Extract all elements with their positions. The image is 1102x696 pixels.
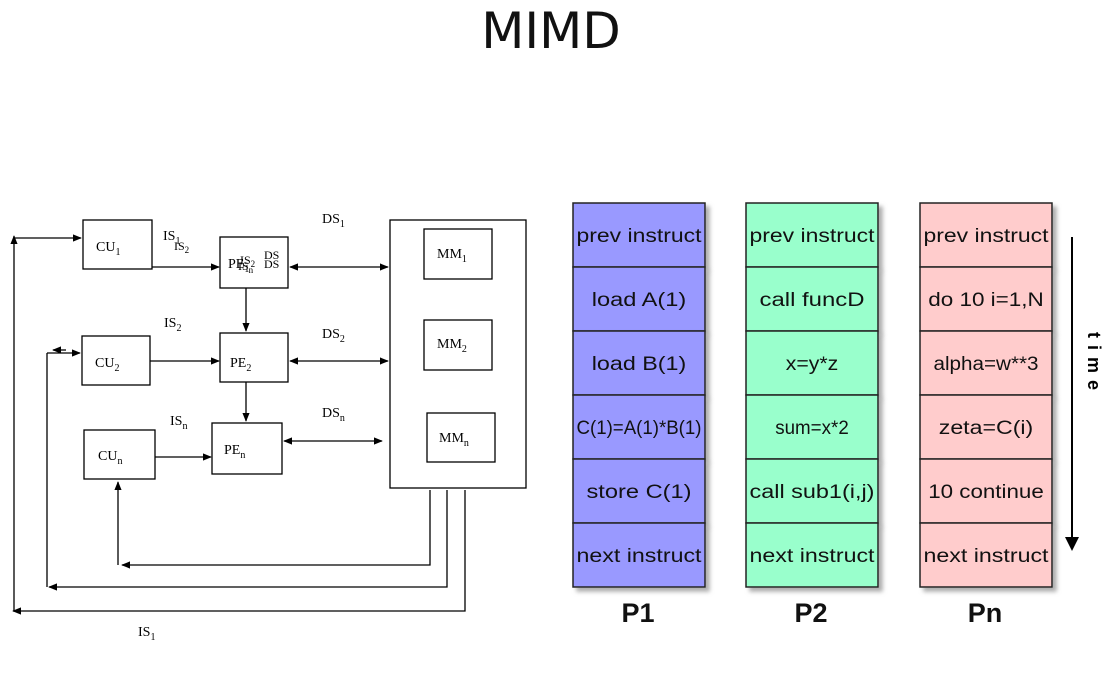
instruction-cell (745, 266, 879, 332)
instruction-text: next instruct (924, 546, 1050, 567)
mm2-label: MM2 (437, 337, 467, 355)
processor-column-p2: prev instruct call funcD x=y*z sum=x*2 call … (745, 202, 879, 588)
instruction-text: load A(1) (592, 290, 687, 311)
pe2-label: PE2 (230, 356, 251, 374)
mm1-box (423, 228, 493, 280)
instruction-text: prev instruct (750, 226, 876, 247)
instruction-text: C(1)=A(1)*B(1) (577, 418, 702, 439)
pe2-box (219, 332, 289, 383)
instruction-text: 10 continue (928, 482, 1044, 503)
instruction-cell (919, 394, 1053, 460)
pe1-overlap-is: IS2 (240, 253, 255, 269)
instruction-cell (919, 522, 1053, 588)
instruction-cell (745, 202, 879, 268)
instruction-text: zeta=C(i) (939, 418, 1034, 439)
pe1-label: PE1 (228, 257, 249, 275)
ds2-label: DS2 (322, 327, 345, 345)
ds1-label: DS1 (322, 212, 345, 230)
instruction-text: next instruct (577, 546, 703, 567)
cun-label: CUn (98, 449, 122, 467)
instruction-text: prev instruct (924, 226, 1050, 247)
processor-column-pn: prev instruct do 10 i=1,N alpha=w**3 zeta=C… (919, 202, 1053, 588)
instruction-cell (745, 394, 879, 460)
pen-box (211, 422, 283, 475)
instruction-text: sum=x*2 (775, 418, 849, 439)
cu2-label: CU2 (95, 356, 119, 374)
instruction-cell (745, 458, 879, 524)
instruction-cell (919, 202, 1053, 268)
dsn-label: DSn (322, 406, 345, 424)
instruction-text: prev instruct (577, 226, 703, 247)
instruction-text: alpha=w**3 (934, 354, 1039, 375)
processor-column-p1: prev instruct load A(1) load B(1) C(1)=A(1)… (572, 202, 706, 588)
instruction-text: next instruct (750, 546, 876, 567)
pe1-box (219, 236, 289, 289)
is2-overlap-label: IS2 (174, 239, 189, 255)
column-label-p2: P2 (794, 598, 828, 628)
cu1-box (82, 219, 153, 270)
processor-columns: prev instruct load A(1) load B(1) C(1)=A(1)… (572, 202, 1079, 588)
instruction-cell (745, 522, 879, 588)
instruction-cell (919, 458, 1053, 524)
instruction-text: call funcD (760, 290, 865, 311)
instruction-cell (572, 266, 706, 332)
column-label-p1: P1 (621, 598, 655, 628)
instruction-text: call sub1(i,j) (750, 482, 875, 503)
isn-label: ISn (170, 414, 187, 432)
pe1-overlap-ds: DS (264, 248, 279, 262)
pe1-overlap-ds2: DS (264, 257, 279, 271)
instruction-cell (572, 330, 706, 396)
mm2-box (423, 319, 493, 371)
cu2-box (81, 335, 151, 386)
instruction-cell (572, 394, 706, 460)
cu1-label: CU1 (96, 240, 120, 258)
is2-label: IS2 (164, 316, 181, 334)
is1-label: IS1 (163, 229, 180, 247)
instruction-text: store C(1) (587, 482, 692, 503)
instruction-text: x=y*z (786, 354, 839, 375)
instruction-cell (572, 202, 706, 268)
cun-box (83, 429, 156, 480)
column-label-pn: Pn (967, 598, 1003, 628)
time-arrow-head (1065, 537, 1079, 551)
instruction-cell (919, 330, 1053, 396)
instruction-cell (919, 266, 1053, 332)
pe1-overlap-isn: ISn (238, 259, 254, 275)
instruction-text: load B(1) (592, 354, 687, 375)
slide-title: MIMD (481, 2, 621, 60)
instruction-text: do 10 i=1,N (928, 290, 1044, 311)
mmn-box (426, 412, 496, 463)
instruction-cell (572, 522, 706, 588)
instruction-cell (745, 330, 879, 396)
pen-label: PEn (224, 443, 245, 461)
memory-box (389, 219, 527, 489)
mmn-label: MMn (439, 431, 469, 449)
bottom-is1-label: IS1 (138, 625, 155, 643)
mimd-block-diagram: CU1 CU2 CUn PE1 IS2 ISn DS DS PE2 PEn MM… (10, 212, 527, 643)
time-label: time (1084, 332, 1102, 398)
mm1-label: MM1 (437, 247, 467, 265)
